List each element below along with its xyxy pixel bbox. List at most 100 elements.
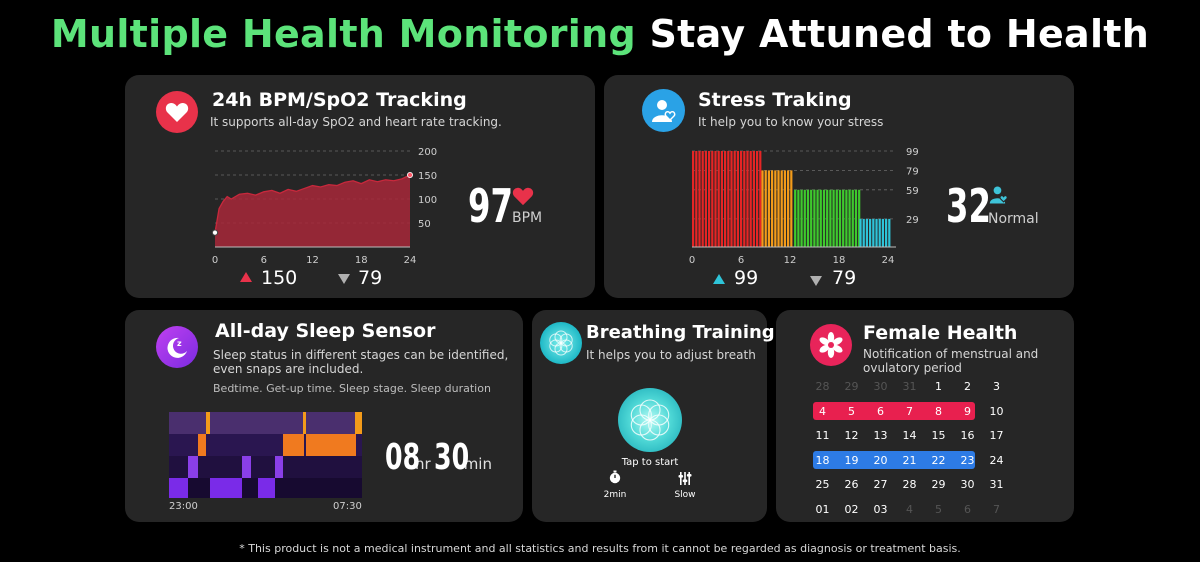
stress-x-tick: 6 [738, 255, 744, 266]
calendar-day[interactable]: 18 [815, 453, 830, 467]
bpm-card: 24h BPM/SpO2 Tracking It supports all-da… [125, 75, 595, 298]
pace-sliders-icon[interactable] [678, 470, 692, 489]
sleep-segment [283, 434, 304, 456]
stress-bar [790, 170, 793, 247]
calendar-day[interactable]: 24 [989, 453, 1004, 467]
stress-bar [878, 218, 881, 247]
calendar-day[interactable]: 6 [877, 404, 884, 418]
calendar-day[interactable]: 29 [931, 478, 946, 491]
sleep-subtitle-line2: even snaps are included. [213, 362, 364, 376]
stress-y-tick: 59 [906, 186, 919, 197]
calendar-day[interactable]: 17 [989, 429, 1004, 442]
sleep-duration: 08hr30min [385, 440, 492, 476]
calendar-day[interactable]: 12 [844, 429, 859, 442]
calendar-day[interactable]: 30 [960, 478, 975, 491]
stress-bar [714, 151, 717, 247]
calendar-day[interactable]: 14 [902, 429, 917, 442]
calendar-day[interactable]: 13 [873, 429, 888, 442]
calendar-day[interactable]: 1 [935, 380, 942, 393]
stress-bar [780, 170, 783, 247]
calendar-day[interactable]: 10 [989, 404, 1004, 418]
calendar-day[interactable]: 03 [873, 502, 888, 516]
stress-bar [704, 151, 707, 247]
headline-part1: Multiple Health Monitoring [50, 12, 636, 56]
blossom-icon [810, 324, 852, 366]
person-heart-icon [642, 89, 685, 132]
calendar-day[interactable]: 19 [844, 453, 859, 467]
calendar-day[interactable]: 23 [960, 453, 975, 467]
calendar-day[interactable]: 26 [844, 478, 859, 491]
stress-bar [813, 189, 816, 247]
breathing-pace[interactable]: Slow [674, 490, 696, 500]
stress-bar [759, 151, 762, 247]
breathing-start-button[interactable] [618, 388, 682, 452]
bpm-chart: 200 150 100 50 0 6 12 18 24 [212, 147, 437, 266]
stress-bar [746, 151, 749, 247]
sleep-segment [169, 478, 188, 498]
stress-bar [862, 218, 865, 247]
calendar-day[interactable]: 2 [964, 380, 971, 393]
calendar-day[interactable]: 15 [931, 429, 946, 442]
calendar-day[interactable]: 27 [873, 478, 888, 491]
sleep-segment [242, 456, 251, 478]
calendar-day[interactable]: 7 [906, 404, 913, 418]
calendar-day[interactable]: 5 [848, 404, 855, 418]
calendar-day[interactable]: 4 [906, 502, 913, 516]
calendar-day[interactable]: 21 [902, 453, 917, 467]
stress-bar [806, 189, 810, 247]
calendar-day[interactable]: 29 [844, 380, 859, 393]
stress-bar [761, 170, 764, 247]
calendar-day[interactable]: 20 [873, 453, 888, 467]
bpm-y-tick: 200 [418, 147, 437, 158]
calendar-day[interactable]: 8 [935, 404, 942, 418]
period-highlight [813, 402, 975, 420]
timer-icon[interactable] [608, 469, 622, 488]
bpm-x-tick: 0 [212, 255, 218, 266]
calendar-day[interactable]: 22 [931, 453, 946, 467]
breathing-title: Breathing Training [586, 322, 775, 343]
calendar-day[interactable]: 3 [993, 380, 1000, 393]
stress-bar [875, 218, 878, 247]
stress-bar [752, 151, 755, 247]
stress-status: Normal [988, 211, 1039, 227]
calendar-day[interactable]: 7 [993, 502, 1000, 516]
stress-x-tick: 12 [784, 255, 797, 266]
calendar-day[interactable]: 31 [902, 380, 917, 393]
stress-bar [832, 189, 835, 247]
sleep-subtitle-line1: Sleep status in different stages can be … [213, 348, 509, 362]
heart-icon [156, 91, 198, 133]
stress-person-icon [988, 185, 1010, 209]
calendar-day[interactable]: 02 [844, 502, 859, 516]
calendar-day[interactable]: 31 [989, 478, 1004, 491]
sleep-end-time: 07:30 [333, 501, 362, 512]
stress-bar [720, 151, 723, 247]
stress-x-tick: 0 [689, 255, 695, 266]
stress-bar [851, 189, 854, 247]
calendar-day[interactable]: 9 [964, 404, 971, 418]
stress-bar [885, 218, 888, 247]
ovulation-highlight [813, 451, 975, 469]
breathing-start-label[interactable]: Tap to start [621, 457, 679, 468]
calendar-day[interactable]: 01 [815, 502, 830, 516]
calendar-day[interactable]: 28 [902, 478, 917, 491]
breathing-duration[interactable]: 2min [603, 490, 627, 500]
stress-bar [774, 170, 777, 247]
calendar-day[interactable]: 25 [815, 478, 830, 491]
stress-bar [859, 218, 862, 247]
calendar-day[interactable]: 4 [819, 404, 826, 418]
stress-bar [695, 151, 698, 247]
calendar-day[interactable]: 5 [935, 502, 942, 516]
stress-bar [749, 151, 752, 247]
calendar-day[interactable]: 11 [815, 429, 830, 442]
disclaimer: * This product is not a medical instrume… [239, 542, 961, 555]
stress-bar [767, 170, 771, 247]
calendar-day[interactable]: 30 [873, 380, 888, 393]
calendar-grid: 28 29 30 31 1 2 3 4 5 6 7 8 9 10 11 12 13 14 15 16 17 18 19 20 2… [808, 377, 1013, 522]
female-subtitle-line2: ovulatory period [863, 361, 962, 375]
moon-icon: z [156, 326, 198, 368]
bpm-area [215, 175, 410, 247]
calendar-day[interactable]: 28 [815, 380, 830, 393]
sleep-segment [188, 456, 198, 478]
calendar-day[interactable]: 6 [964, 502, 971, 516]
calendar-day[interactable]: 16 [960, 429, 975, 442]
